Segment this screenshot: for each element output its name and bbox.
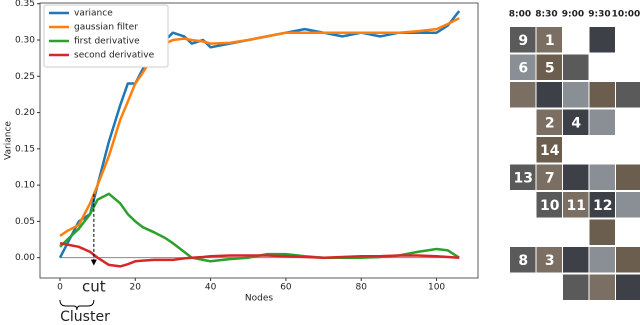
thumbnail [589,109,615,135]
thumbnail [589,274,615,300]
thumbnail [589,219,615,245]
thumbnail-label: 10 [540,198,560,214]
x-tick-label: 100 [428,283,445,293]
thumbnail-label: 6 [518,60,528,76]
series-line [58,10,461,259]
series-line [59,241,460,268]
time-label: 8:30 [535,10,557,20]
thumbnail [510,164,536,190]
thumbnail [589,82,615,108]
thumbnail [563,164,589,190]
thumbnail [563,82,589,108]
y-tick-label: 0.15 [15,144,35,154]
thumbnail [536,247,562,273]
thumbnail [536,192,562,218]
series-line [59,17,460,237]
thumbnail [616,164,640,190]
thumbnail [589,27,615,53]
thumbnail [616,247,640,273]
thumbnail [589,247,615,273]
thumbnail [563,247,589,273]
plot-frame [39,2,479,279]
legend-box [43,4,169,68]
legend-label: first derivative [74,37,140,47]
cluster-label: Cluster [60,309,110,325]
y-tick-label: 0.35 [15,0,35,9]
thumbnail [589,192,615,218]
thumbnail [589,164,615,190]
thumbnail-label: 11 [567,198,586,214]
thumbnail [536,54,562,80]
thumbnail-label: 9 [518,33,528,49]
y-tick-label: 0.20 [15,108,35,118]
y-tick-label: 0.10 [15,181,35,191]
legend-label: gaussian filter [74,23,138,33]
x-tick-label: 60 [280,283,292,293]
thumbnail-label: 3 [545,253,555,269]
thumbnail-label: 4 [571,115,581,131]
thumbnail [536,109,562,135]
thumbnail [510,247,536,273]
y-tick-label: 0.00 [15,253,35,263]
y-axis-label: Variance [4,121,14,160]
thumbnail-label: 8 [518,253,528,269]
thumbnail [536,27,562,53]
thumbnail [563,274,589,300]
thumbnail [510,54,536,80]
thumbnail [536,82,562,108]
x-axis-label: Nodes [245,294,273,304]
x-tick-label: 20 [130,283,142,293]
thumbnail-label: 13 [514,170,533,186]
x-tick-label: 0 [57,283,63,293]
thumbnail [616,192,640,218]
y-tick-label: 0.30 [15,36,35,46]
x-tick-label: 80 [356,283,368,293]
time-label: 8:00 [509,10,531,20]
time-label: 9:30 [588,10,610,20]
legend-label: variance [74,9,113,19]
thumbnail [616,274,640,300]
thumbnail-label: 12 [593,198,612,214]
thumbnail-label: 14 [540,143,560,159]
thumbnail [510,27,536,53]
thumbnail [563,54,589,80]
thumbnail [563,109,589,135]
thumbnail [616,82,640,108]
x-tick-label: 40 [205,283,217,293]
thumbnail [536,164,562,190]
time-label: 10:00 [612,10,640,20]
thumbnail-label: 7 [545,170,555,186]
thumbnail-label: 2 [545,115,555,131]
series-line [59,192,460,263]
arrow-head [90,259,97,266]
thumbnail-label: 5 [545,60,555,76]
time-label: 9:00 [562,10,584,20]
y-tick-label: 0.25 [15,72,35,82]
legend-label: second derivative [74,51,155,61]
thumbnail [536,137,562,163]
thumbnail [563,192,589,218]
cluster-brace [59,299,95,311]
y-tick-label: 0.05 [15,217,35,227]
cut-label: cut [82,278,106,296]
thumbnail [510,82,536,108]
thumbnail-label: 1 [545,33,555,49]
